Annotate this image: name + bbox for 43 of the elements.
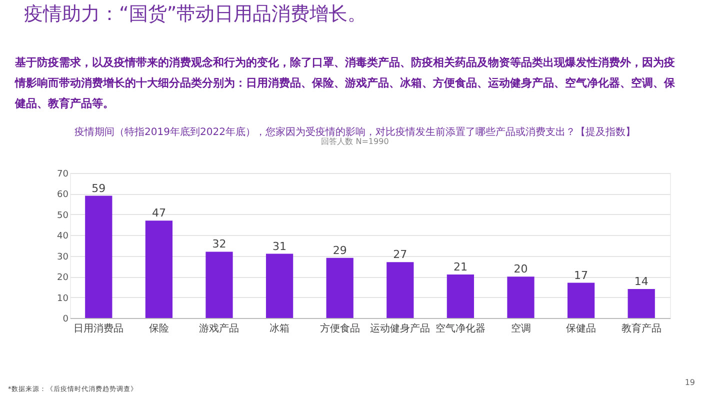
data-label: 20 bbox=[514, 262, 528, 276]
x-tick-label: 游戏产品 bbox=[199, 322, 240, 334]
y-tick-label: 20 bbox=[57, 273, 69, 284]
x-tick-label: 日用消费品 bbox=[74, 322, 124, 334]
text: 回答人数 N=1990 bbox=[321, 137, 389, 146]
x-tick-label: 保险 bbox=[148, 322, 169, 334]
bar bbox=[386, 262, 414, 318]
y-tick-label: 10 bbox=[57, 294, 69, 304]
x-tick-label: 保健品 bbox=[566, 324, 596, 334]
bar bbox=[628, 289, 655, 318]
x-tick-label: 冰箱 bbox=[270, 322, 290, 334]
data-label: 17 bbox=[574, 268, 588, 282]
bar bbox=[507, 276, 534, 318]
chart-title: 疫情助力：“国货”带动日用品消费增长。 bbox=[24, 3, 367, 25]
bar bbox=[567, 282, 595, 318]
data-label: 14 bbox=[634, 275, 648, 288]
bar bbox=[266, 254, 294, 318]
data-label: 47 bbox=[152, 206, 166, 220]
y-tick-label: 30 bbox=[57, 252, 69, 262]
data-label: 27 bbox=[393, 248, 408, 262]
text: 19 bbox=[684, 378, 695, 387]
y-tick-label: 70 bbox=[57, 170, 69, 180]
chart-subtitle: 基于防疫需求，以及疫情带来的消费观念和行为的变化，除了口罩、消毒类产品、防疫相关药品及物资等品类出现爆发性消费外，因为疫情影响而带动消费增长的十大细分品类分别为：日用消费品、保险、游戏产品、冰箱、方便食品、运动健身产品、空气净化器、空调、保健品、教育产品等。 bbox=[14, 56, 676, 110]
data-label: 32 bbox=[212, 238, 226, 251]
y-tick-label: 0 bbox=[62, 314, 69, 324]
data-label: 21 bbox=[453, 260, 468, 274]
x-tick-label: 方便食品 bbox=[320, 322, 360, 334]
x-tick-label: 空气净化器 bbox=[435, 322, 486, 334]
y-tick-label: 40 bbox=[57, 232, 69, 242]
bar bbox=[206, 252, 233, 318]
y-tick-label: 50 bbox=[57, 210, 69, 221]
x-tick-label: 教育产品 bbox=[621, 322, 662, 334]
x-tick-label: 运动健身产品 bbox=[370, 322, 430, 334]
text: 疫情期间（特指2019年底到2022年底），您家因为受疫情的影响，对比疫情发生前添置了哪些产品或消费支出？【提及指数】 bbox=[74, 126, 636, 138]
bar bbox=[326, 258, 354, 318]
bar bbox=[446, 274, 474, 318]
y-tick-label: 60 bbox=[57, 190, 69, 200]
bar bbox=[85, 196, 112, 318]
x-tick-label: 空调 bbox=[510, 322, 531, 334]
data-label: 31 bbox=[272, 240, 287, 253]
data-label: 59 bbox=[92, 182, 106, 195]
data-label: 29 bbox=[332, 244, 347, 257]
bar bbox=[145, 220, 173, 318]
